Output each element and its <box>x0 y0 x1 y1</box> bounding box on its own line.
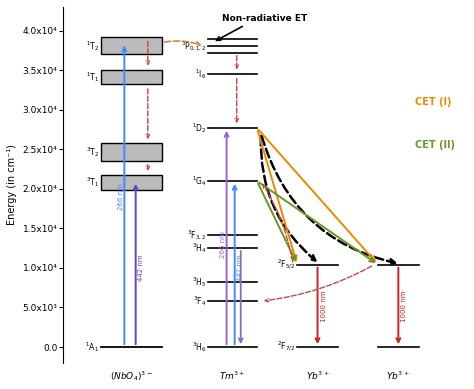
Bar <box>101 37 162 54</box>
Text: $^3$P$_{0,1,2}$: $^3$P$_{0,1,2}$ <box>181 39 206 53</box>
Text: $^1$I$_6$: $^1$I$_6$ <box>195 67 206 81</box>
Text: 266 nm: 266 nm <box>118 183 124 210</box>
Text: $^3$T$_2$: $^3$T$_2$ <box>86 145 99 159</box>
Text: $(NbO_4)^{3-}$: $(NbO_4)^{3-}$ <box>110 369 153 383</box>
Text: $^3$F$_4$: $^3$F$_4$ <box>193 294 206 308</box>
Text: CET (II): CET (II) <box>415 140 455 150</box>
Text: $Yb^{3+}$: $Yb^{3+}$ <box>386 369 410 382</box>
Text: 442 nm: 442 nm <box>237 255 243 281</box>
Text: $^2$F$_{5/2}$: $^2$F$_{5/2}$ <box>277 258 295 272</box>
Bar <box>101 70 162 84</box>
Y-axis label: Energy (in cm⁻¹): Energy (in cm⁻¹) <box>7 144 17 225</box>
Text: $^1$D$_2$: $^1$D$_2$ <box>192 121 206 135</box>
Text: Non-radiative ET: Non-radiative ET <box>222 14 308 23</box>
Text: $^1$G$_4$: $^1$G$_4$ <box>191 174 206 188</box>
Text: 266 nm: 266 nm <box>220 231 227 258</box>
Text: $^3$H$_6$: $^3$H$_6$ <box>191 340 206 354</box>
Text: 1000 nm: 1000 nm <box>401 290 408 322</box>
Text: $Tm^{3+}$: $Tm^{3+}$ <box>219 369 246 382</box>
Text: $^2$F$_{7/2}$: $^2$F$_{7/2}$ <box>277 340 295 354</box>
Text: 442 nm: 442 nm <box>137 255 144 281</box>
Text: 1000 nm: 1000 nm <box>320 290 327 322</box>
Text: CET (I): CET (I) <box>415 97 451 107</box>
Text: $^3$H$_5$: $^3$H$_5$ <box>192 275 206 289</box>
Text: $^1$A$_1$: $^1$A$_1$ <box>85 340 99 354</box>
Bar <box>101 175 162 191</box>
Text: $Yb^{3+}$: $Yb^{3+}$ <box>306 369 329 382</box>
Text: $^3$T$_1$: $^3$T$_1$ <box>86 175 99 189</box>
Text: $^3$F$_{3,2}$: $^3$F$_{3,2}$ <box>187 228 206 242</box>
Bar <box>101 143 162 161</box>
Text: $^3$H$_4$: $^3$H$_4$ <box>192 241 206 255</box>
Text: $^1$T$_2$: $^1$T$_2$ <box>86 39 99 53</box>
Text: $^1$T$_1$: $^1$T$_1$ <box>86 70 99 84</box>
